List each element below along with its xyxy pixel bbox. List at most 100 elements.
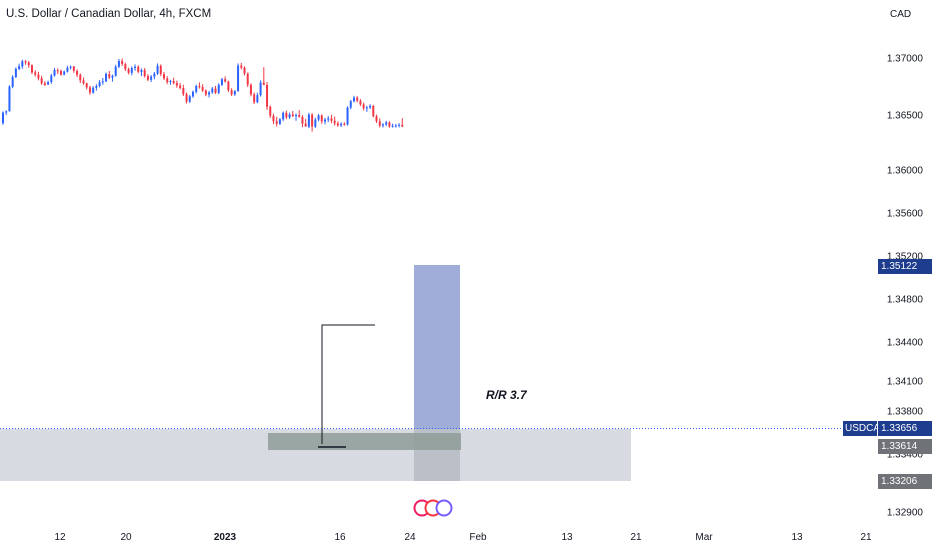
candle [188,95,191,103]
candle-body [11,77,14,87]
candle [301,115,304,128]
candle-body [69,66,72,68]
candle-body [333,120,336,124]
candle [2,111,4,125]
candle [14,67,17,78]
candle-body [233,91,236,95]
candle-body [2,112,4,124]
candle [169,79,172,85]
candle [153,72,156,80]
candle-body [282,112,285,120]
candle [163,72,165,80]
candle [211,87,214,94]
candle-body [256,95,259,103]
candle-body [124,64,127,70]
candle-body [369,106,372,108]
candle [378,118,381,128]
x-tick-label: Feb [469,532,487,543]
candle-body [76,71,79,75]
x-tick-label: 12 [54,532,66,543]
candle [333,116,336,126]
candle [108,71,111,79]
candle-body [262,82,265,85]
candle-body [21,61,24,67]
candle-body [343,123,346,125]
candle-body [153,73,156,77]
candle [30,64,33,74]
candle [394,124,397,128]
chart-title: U.S. Dollar / Canadian Dollar, 4h, FXCM [6,8,212,20]
candle [69,65,72,70]
candle-body [195,86,198,92]
candle [324,118,326,125]
candle [101,78,104,85]
candle-body [121,61,124,64]
candle [121,58,124,66]
y-tick-label: 1.35200 [887,252,924,263]
candle-body [88,87,91,93]
candle [114,64,117,77]
candle-body [134,66,137,68]
candle [63,70,66,76]
candle-body [217,84,220,93]
candle-body [79,74,82,81]
candle-body [391,125,394,127]
x-tick-label: 13 [561,532,573,543]
candle [191,90,194,98]
entry-price-badge: 1.33614 [878,439,932,454]
candle [37,71,40,81]
candle [362,102,365,111]
candle-body [201,87,204,91]
candle [369,104,372,109]
y-tick-label: 1.35600 [887,209,924,220]
candle-body [59,71,62,75]
candle-body [14,68,17,77]
candle [285,110,288,120]
candle [381,123,384,128]
y-tick-label: 1.34100 [887,377,924,388]
candle-body [204,90,207,95]
range-marker[interactable] [321,324,375,444]
candle-body [169,81,172,82]
x-tick-label: Mar [695,532,713,543]
candle-body [179,85,182,88]
x-tick-label: 24 [404,532,416,543]
candle [56,68,59,74]
candle-body [330,118,333,121]
x-tick-label: 21 [630,532,642,543]
candle [307,112,310,128]
candle [401,118,404,127]
event-icon[interactable] [435,499,453,517]
entry-band[interactable] [268,433,461,450]
candle-body [127,69,130,73]
candle [21,59,24,69]
risk-reward-label[interactable]: R/R 3.7 [486,388,527,402]
candle [146,74,149,82]
target-zone[interactable] [414,265,460,429]
candle [253,92,256,104]
candle [140,68,143,76]
candle-body [317,115,320,120]
candle-body [327,118,330,120]
candle [233,90,236,96]
y-tick-label: 1.33400 [887,450,924,461]
candle [385,120,388,126]
candle [59,69,62,76]
candle [40,75,43,85]
candle [137,65,140,74]
candle [249,83,252,97]
candle-body [356,97,359,101]
candle [185,92,188,104]
candle [349,100,352,110]
candle [214,86,217,94]
candle [156,63,159,75]
candle-body [166,78,169,82]
candle-body [5,111,8,113]
candle [259,80,262,97]
candle-body [349,101,352,108]
candle [343,122,346,126]
candle-body [105,74,108,82]
candle-body [92,87,95,93]
